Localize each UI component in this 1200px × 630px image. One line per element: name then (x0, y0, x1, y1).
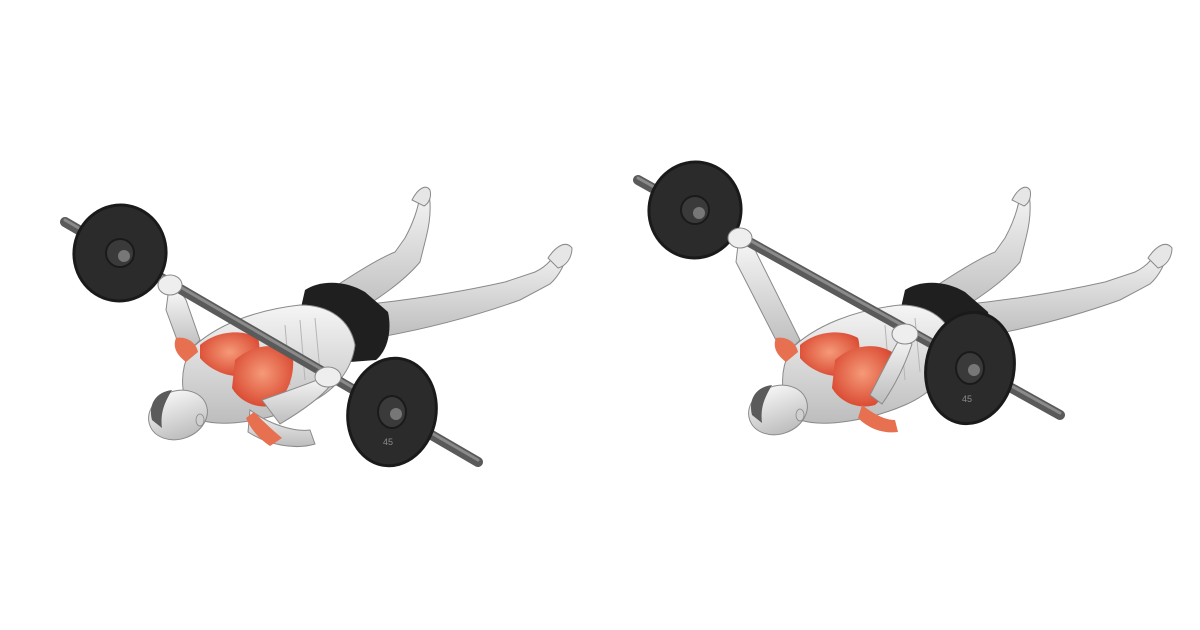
head (148, 389, 208, 441)
far-weight-plate (72, 203, 168, 303)
plate-label: 45 (383, 437, 393, 447)
near-weight-plate: 45 (924, 310, 1016, 426)
near-leg (959, 243, 1173, 339)
hands (157, 274, 342, 388)
chest-muscle-highlight (200, 332, 294, 407)
hands (727, 227, 919, 345)
near-arm (246, 377, 331, 447)
near-arm (858, 337, 913, 433)
near-leg (359, 243, 573, 339)
far-leg (329, 186, 431, 316)
barbell: 45 (633, 160, 1065, 426)
head (748, 384, 808, 436)
barbell: 45 (60, 203, 483, 468)
far-weight-plate (647, 160, 743, 260)
figure-start-position: 45 (60, 186, 573, 468)
far-leg (929, 186, 1031, 316)
far-arm (735, 242, 801, 362)
figure-end-position: 45 (600, 0, 1200, 630)
figure-end-svg: 45 (633, 160, 1173, 436)
far-arm (165, 291, 201, 362)
plate-label: 45 (962, 394, 972, 404)
near-weight-plate: 45 (346, 356, 438, 468)
figure-start-svg: 45 (60, 186, 573, 468)
